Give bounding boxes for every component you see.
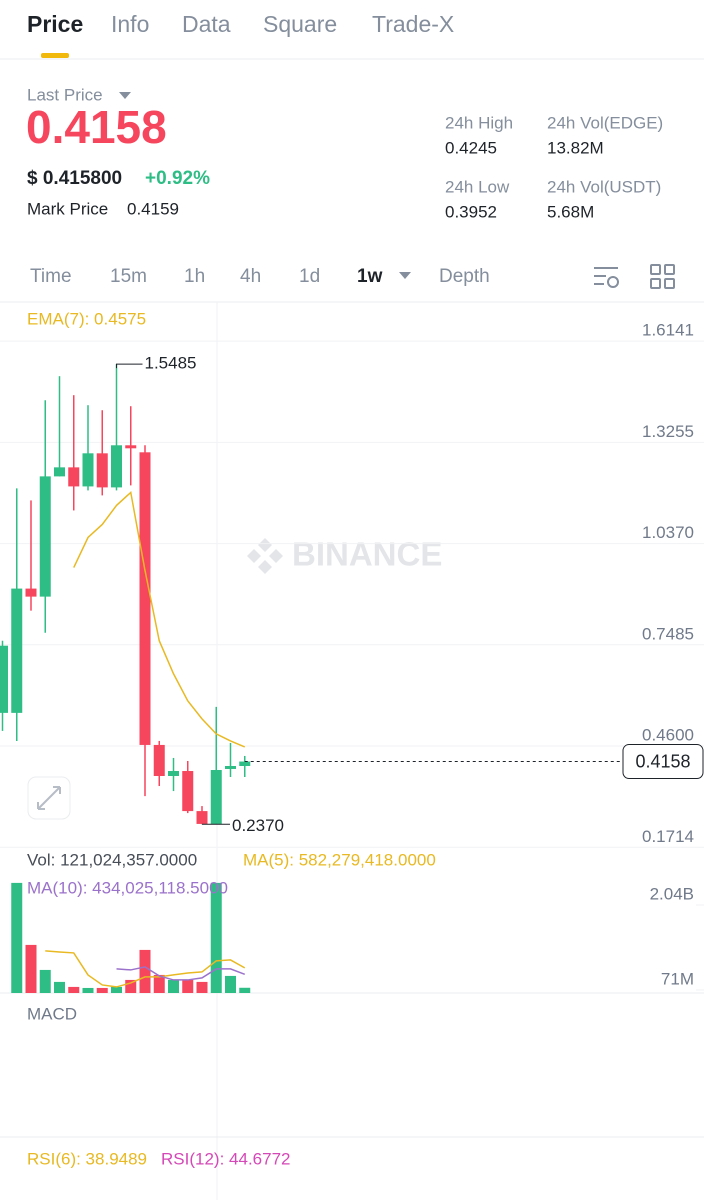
candle-body xyxy=(139,452,151,745)
y-tick-label: 1.0370 xyxy=(642,523,694,542)
volume-bar xyxy=(239,987,251,993)
legend-entry: Vol: 121,024,357.0000 xyxy=(27,850,197,869)
candle-body xyxy=(39,476,51,597)
stat-value: 5.68M xyxy=(547,202,594,221)
stat-label: 24h Vol(USDT) xyxy=(547,177,661,196)
volume-bar xyxy=(39,969,51,993)
expand-button[interactable] xyxy=(27,776,71,820)
interval[interactable]: 4h xyxy=(240,266,261,287)
volume-bar xyxy=(82,987,94,993)
candle-body xyxy=(210,769,222,824)
y-tick-label: 0.1714 xyxy=(642,827,694,846)
volume-bar xyxy=(139,949,151,993)
stat-label: 24h Low xyxy=(445,177,510,196)
candle-body xyxy=(125,445,137,449)
tab-indicator xyxy=(41,53,69,58)
low-label: 0.2370 xyxy=(232,816,284,835)
candle-body xyxy=(25,588,37,597)
legend-entry: MA(5): 582,279,418.0000 xyxy=(243,850,436,869)
y-tick-label: 0.7485 xyxy=(642,624,694,643)
candle-body xyxy=(82,453,94,487)
interval[interactable]: 1h xyxy=(184,266,205,287)
y-tick-label: 1.6141 xyxy=(642,321,694,340)
interval[interactable]: 15m xyxy=(110,266,147,287)
rsi-legend: RSI(12): 44.6772 xyxy=(161,1149,290,1168)
candle-body xyxy=(68,467,80,487)
candle-body xyxy=(225,765,236,769)
interval[interactable]: Time xyxy=(30,266,72,287)
rsi-legend: RSI(6): 38.9489 xyxy=(27,1149,147,1168)
candle-body xyxy=(11,588,23,713)
volume-bar xyxy=(11,882,23,993)
candle-body xyxy=(239,761,251,766)
last-price-tag: 0.4158 xyxy=(635,751,690,771)
ema-line xyxy=(73,490,246,748)
volume-bar xyxy=(168,979,179,993)
candle-body xyxy=(196,811,208,824)
mark-price-label: Mark Price xyxy=(27,199,108,218)
watermark: BINANCE xyxy=(292,536,442,573)
high-marker xyxy=(116,363,143,369)
tab[interactable]: Price xyxy=(27,11,83,37)
candle-body xyxy=(0,645,8,713)
y-tick-label: 71M xyxy=(661,969,694,988)
volume-bar xyxy=(182,979,194,993)
volume-bar xyxy=(111,986,122,993)
legend-entry: EMA(7): 0.4575 xyxy=(27,309,146,328)
candle-body xyxy=(182,771,194,812)
interval[interactable]: 1w xyxy=(357,266,383,287)
interval[interactable]: Depth xyxy=(439,266,490,287)
candle-body xyxy=(153,744,165,776)
layout-icon[interactable] xyxy=(650,264,675,289)
ma-line xyxy=(116,966,246,981)
stat-value: 0.4245 xyxy=(445,138,497,157)
candle-body xyxy=(54,467,65,477)
tab[interactable]: Data xyxy=(182,11,231,37)
price-change: +0.92% xyxy=(145,168,210,189)
tab[interactable]: Square xyxy=(263,11,337,37)
volume-bar xyxy=(225,975,236,993)
volume-bar xyxy=(68,986,80,993)
y-tick-label: 1.3255 xyxy=(642,422,694,441)
stat-label: 24h High xyxy=(445,113,513,132)
dropdown-icon[interactable] xyxy=(119,92,131,99)
settings-icon[interactable] xyxy=(594,267,619,288)
last-price: 0.4158 xyxy=(26,101,167,153)
volume-bar xyxy=(54,981,65,993)
volume-bar xyxy=(153,974,165,993)
high-label: 1.5485 xyxy=(145,354,197,373)
macd-label: MACD xyxy=(27,1004,77,1023)
legend-entry: MA(10): 434,025,118.5000 xyxy=(27,878,228,897)
mark-price: 0.4159 xyxy=(127,199,179,218)
volume-bar xyxy=(196,981,208,993)
y-tick-label: 0.4600 xyxy=(642,726,694,745)
usd-price: $ 0.415800 xyxy=(27,168,122,189)
volume-bar xyxy=(210,882,222,993)
watermark-logo xyxy=(247,538,283,574)
tab[interactable]: Trade-X xyxy=(372,11,454,37)
dropdown-icon[interactable] xyxy=(399,272,411,279)
candle-body xyxy=(111,445,122,488)
last-price-box xyxy=(622,744,704,780)
volume-bar xyxy=(96,987,108,993)
stat-value: 0.3952 xyxy=(445,202,497,221)
candle-body xyxy=(96,453,108,488)
volume-bar xyxy=(25,944,37,993)
ma-line xyxy=(45,950,246,988)
volume-bar xyxy=(125,979,137,993)
interval[interactable]: 1d xyxy=(299,266,320,287)
y-tick-label: 2.04B xyxy=(650,884,694,903)
candle-body xyxy=(168,771,179,776)
stat-label: 24h Vol(EDGE) xyxy=(547,113,663,132)
last-price-label[interactable]: Last Price xyxy=(27,85,103,104)
stat-value: 13.82M xyxy=(547,138,604,157)
tab[interactable]: Info xyxy=(111,11,149,37)
